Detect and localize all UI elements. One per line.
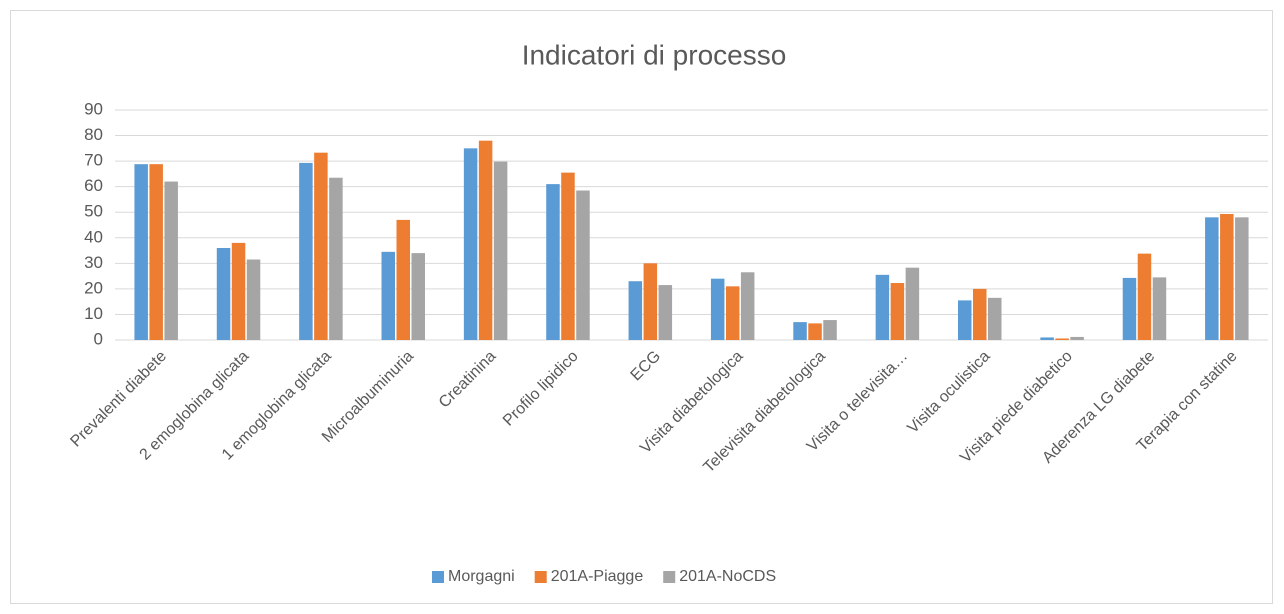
bar [973,288,987,340]
bar [576,190,590,340]
legend-swatch [534,571,547,583]
bar [628,281,643,340]
bar [381,251,395,340]
bar [561,172,575,340]
bar [1152,277,1167,340]
bar [493,161,508,340]
legend-swatch [432,571,444,583]
bar [643,263,658,340]
y-tick-label: 80 [84,125,103,144]
y-tick-label: 60 [84,176,103,195]
bar [890,283,905,340]
bar [231,242,246,340]
bar [411,253,425,340]
legend-label: 201A-NoCDS [679,568,776,585]
bar [875,274,890,340]
bar [329,177,343,340]
bar [905,267,920,340]
bar [1220,214,1234,340]
bar [658,285,673,340]
bar [958,300,972,340]
y-tick-label: 70 [84,151,103,170]
legend-label: 201A-Piagge [551,568,644,585]
bar [134,164,148,340]
bar [1070,336,1084,340]
bar [246,259,261,340]
y-tick-label: 40 [84,227,103,246]
bar [1205,217,1219,340]
bar [314,152,328,340]
bar [1055,338,1069,340]
bar [216,248,231,340]
chart-title: Indicatori di processo [522,39,787,70]
bar [546,184,560,340]
bar [463,148,478,340]
bar [396,219,410,340]
bar [793,322,807,340]
y-tick-label: 20 [84,278,103,297]
bar [149,164,163,340]
y-tick-label: 0 [94,329,103,348]
bar [710,278,725,340]
bar [1137,253,1152,340]
bar [808,323,822,340]
bar [823,320,837,340]
y-tick-label: 10 [84,304,103,323]
bar [299,162,313,340]
bar [725,286,740,340]
bar [1122,277,1137,340]
bar [164,181,178,340]
bar [740,272,755,340]
y-tick-label: 50 [84,202,103,221]
y-tick-label: 90 [84,99,103,118]
bar [1235,217,1249,340]
bar [1040,337,1054,340]
bar [478,140,493,340]
bar [988,297,1002,340]
legend-swatch [663,571,676,583]
legend-label: Morgagni [448,568,515,585]
y-tick-label: 30 [84,253,103,272]
